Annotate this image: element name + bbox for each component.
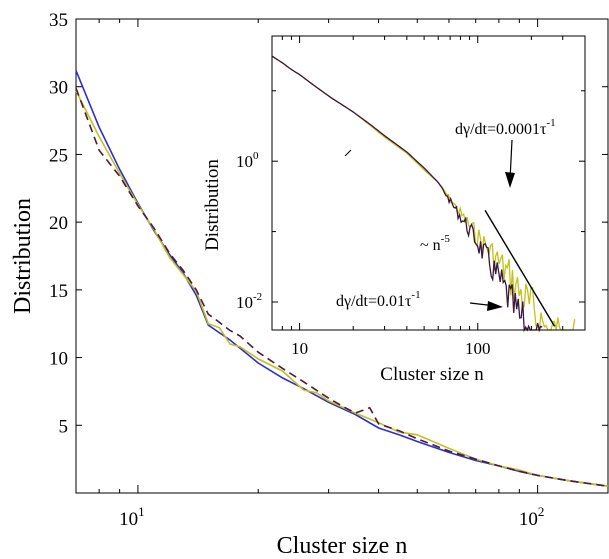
- inset-series-line-2: [271, 55, 543, 333]
- main-y-tick-label: 30: [49, 78, 68, 99]
- inset-stray-mark: [344, 149, 352, 157]
- inset-arrowhead-slow-rate: [505, 172, 515, 188]
- main-series-group: [75, 70, 609, 487]
- main-y-tick-label: 25: [49, 145, 68, 166]
- main-y-axis-label: Distribution: [10, 198, 36, 314]
- inset-plot-frame: [271, 35, 586, 331]
- main-y-tick-label: 35: [49, 10, 68, 31]
- inset-arrowhead-fast-rate: [487, 301, 503, 311]
- main-y-tick-label: 15: [49, 281, 68, 302]
- inset-chart: 10-2 100 10 100 Cluster size n Distribution…: [202, 35, 586, 385]
- main-y-tick-label: 5: [59, 416, 69, 437]
- main-y-tick-label: 20: [49, 213, 68, 234]
- inset-x-axis-label: Cluster size n: [380, 364, 484, 385]
- inset-x-tick-label: 10: [291, 339, 308, 358]
- inset-annotation-slow-rate: dγ/dt=0.0001τ-1: [455, 117, 556, 138]
- inset-y-tick-label: 100: [236, 150, 259, 171]
- inset-annotation-fast-rate: dγ/dt=0.01τ-1: [336, 289, 421, 310]
- inset-background: [272, 36, 585, 330]
- main-tick-group: 5 10 15 20 25 30 35 101 102: [49, 10, 608, 530]
- inset-series-group: [271, 55, 576, 333]
- main-chart: 5 10 15 20 25 30 35 101 102 Cluster size n Distr…: [10, 10, 609, 559]
- main-x-axis-label: Cluster size n: [277, 533, 408, 559]
- inset-x-tick-label: 100: [465, 339, 491, 358]
- inset-annotation-powerlaw: ~ n-5: [420, 233, 450, 254]
- inset-tick-group: 10-2 100 10 100: [236, 36, 586, 358]
- main-plot-frame: [75, 18, 609, 494]
- main-x-tick-label: 101: [119, 504, 145, 530]
- main-y-tick-label: 10: [49, 349, 68, 370]
- inset-y-tick-label: 10-2: [236, 291, 262, 312]
- main-series-line-3: [75, 87, 609, 487]
- main-x-tick-label: 102: [519, 504, 545, 530]
- inset-y-axis-label: Distribution: [202, 159, 223, 251]
- inset-series-line-3: [484, 210, 556, 327]
